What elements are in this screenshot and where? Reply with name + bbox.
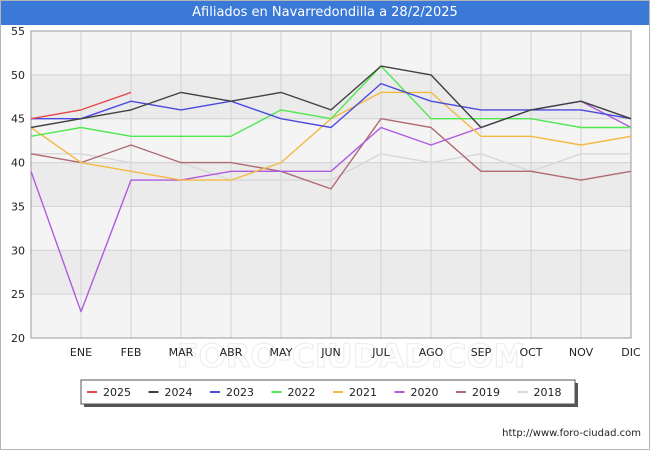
y-tick-label: 45 (11, 113, 25, 126)
source-url[interactable]: http://www.foro-ciudad.com (502, 428, 641, 439)
legend-label-2020: 2020 (411, 386, 439, 399)
legend-label-2021: 2021 (349, 386, 377, 399)
x-tick-label: FEB (121, 346, 142, 359)
x-tick-label: NOV (569, 346, 594, 359)
plot-border (30, 30, 632, 339)
x-tick-label: AGO (419, 346, 444, 359)
y-tick-label: 40 (11, 157, 25, 170)
series-line-2019 (30, 117, 632, 190)
x-tick-label: JUN (320, 346, 341, 359)
legend-label-2022: 2022 (288, 386, 316, 399)
legend-box (80, 379, 576, 405)
x-tick-label: MAY (270, 346, 293, 359)
x-tick-label: MAR (169, 346, 194, 359)
legend-label-2023: 2023 (226, 386, 254, 399)
y-tick-label: 30 (11, 244, 25, 257)
series-line-2024 (30, 65, 632, 129)
x-tick-label: DIC (621, 346, 641, 359)
y-tick-label: 55 (11, 25, 25, 38)
y-tick-label: 35 (11, 200, 25, 213)
y-tick-label: 25 (11, 288, 25, 301)
x-tick-label: OCT (519, 346, 542, 359)
legend-label-2024: 2024 (165, 386, 193, 399)
x-tick-label: ABR (220, 346, 243, 359)
chart-title: Afiliados en Navarredondilla a 28/2/2025 (1, 1, 649, 25)
x-tick-label: SEP (471, 346, 492, 359)
legend-label-2018: 2018 (534, 386, 562, 399)
series-line-2025 (30, 91, 132, 120)
series-line-2022 (30, 65, 631, 138)
x-tick-label: ENE (70, 346, 92, 359)
x-tick-label: JUL (371, 346, 390, 359)
y-tick-label: 20 (11, 332, 25, 345)
legend-label-2025: 2025 (103, 386, 131, 399)
legend-label-2019: 2019 (472, 386, 500, 399)
y-tick-label: 50 (11, 69, 25, 82)
watermark-text: FORO-CIUDAD.COM (177, 337, 526, 375)
